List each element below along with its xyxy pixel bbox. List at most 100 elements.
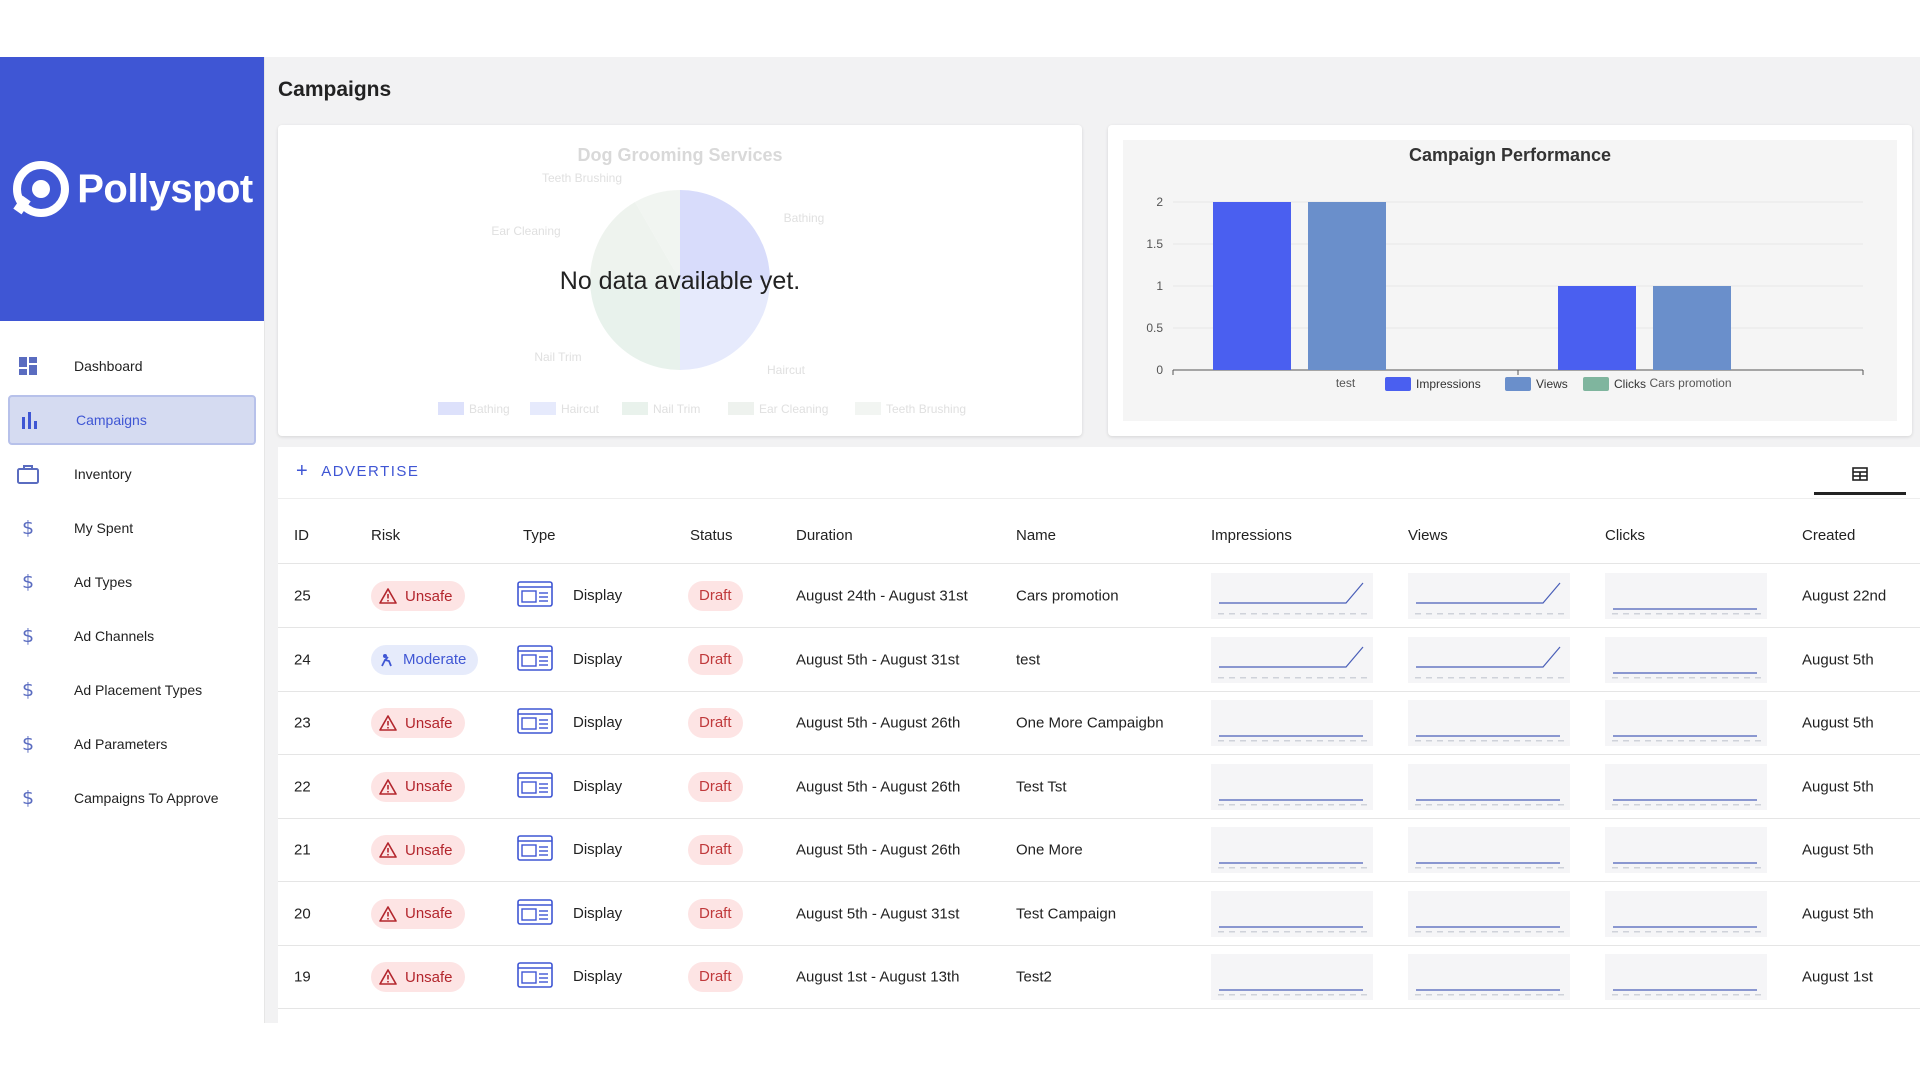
pie-legend-swatch: [530, 402, 556, 415]
dollar-icon: $: [16, 732, 40, 756]
sidebar-item-ad-channels[interactable]: $ Ad Channels: [8, 611, 256, 661]
cell-name[interactable]: One More: [1016, 841, 1083, 859]
cell-name[interactable]: Test Campaign: [1016, 905, 1117, 922]
bar-impressions[interactable]: [1558, 286, 1636, 370]
column-header-status[interactable]: Status: [690, 527, 733, 544]
svg-text:$: $: [22, 679, 34, 701]
display-ad-icon: [517, 898, 553, 929]
sidebar: Pollyspot Dashboard Campaigns Inventory $ My…: [0, 57, 265, 1023]
cell-duration: August 1st - August 13th: [796, 968, 960, 986]
risk-label: Unsafe: [405, 778, 453, 795]
warning-icon: [379, 778, 397, 795]
type-label: Display: [573, 777, 623, 795]
table-row[interactable]: 24 Moderate Display Draft August 5th - Augus…: [278, 628, 1920, 692]
legend-swatch-views[interactable]: [1505, 377, 1531, 391]
briefcase-icon: [16, 462, 40, 486]
bar-impressions[interactable]: [1213, 202, 1291, 370]
sidebar-item-label: Ad Parameters: [74, 736, 168, 752]
sidebar-item-inventory[interactable]: Inventory: [8, 449, 256, 499]
app-window: Pollyspot Dashboard Campaigns Inventory $ My…: [0, 57, 1920, 1023]
bar-views[interactable]: [1308, 202, 1386, 370]
cell-created: August 5th: [1802, 841, 1874, 859]
cell-name[interactable]: Test2: [1016, 968, 1052, 986]
column-header-impressions[interactable]: Impressions: [1211, 527, 1292, 544]
advertise-button[interactable]: + ADVERTISE: [296, 461, 419, 481]
table-view-toggle[interactable]: [1814, 455, 1906, 495]
cell-name[interactable]: One More Campaigbn: [1016, 714, 1164, 732]
sidebar-item-label: Dashboard: [74, 358, 143, 374]
cell-id: 25: [294, 587, 311, 605]
column-header-clicks[interactable]: Clicks: [1605, 527, 1645, 544]
risk-badge: Unsafe: [371, 581, 465, 611]
cell-type: Display: [517, 962, 622, 992]
table-row[interactable]: 21 Unsafe Display Draft August 5th - August …: [278, 819, 1920, 882]
cell-name[interactable]: Test Tst: [1016, 778, 1067, 795]
sidebar-item-ad-parameters[interactable]: $ Ad Parameters: [8, 719, 256, 769]
sparkline-impressions: [1211, 827, 1373, 873]
risk-label: Unsafe: [405, 905, 453, 922]
sparkline-clicks: [1605, 636, 1767, 683]
sparkline-views: [1408, 827, 1570, 873]
sidebar-item-ad-placement-types[interactable]: $ Ad Placement Types: [8, 665, 256, 715]
dollar-icon: $: [16, 516, 40, 540]
x-tick-label: test: [1336, 376, 1356, 390]
cell-id: 20: [294, 905, 311, 922]
column-header-id[interactable]: ID: [294, 527, 309, 544]
column-header-duration[interactable]: Duration: [796, 527, 853, 544]
logo[interactable]: Pollyspot: [11, 159, 253, 219]
cell-name[interactable]: test: [1016, 651, 1041, 668]
legend-swatch-impressions[interactable]: [1385, 377, 1411, 391]
svg-text:$: $: [22, 517, 34, 539]
cell-type: Display: [517, 771, 623, 802]
pie-slice: [635, 190, 680, 280]
sidebar-item-ad-types[interactable]: $ Ad Types: [8, 557, 256, 607]
column-header-name[interactable]: Name: [1016, 527, 1057, 544]
pie-legend-label: Bathing: [469, 402, 510, 416]
legend-swatch-clicks[interactable]: [1583, 377, 1609, 391]
cell-id: 24: [294, 651, 311, 668]
cell-risk: Unsafe: [371, 771, 465, 802]
cell-status: Draft: [688, 708, 743, 738]
campaigns-table: + ADVERTISE ID Risk Type Status Duration Name…: [278, 447, 1920, 1023]
warning-icon: [379, 588, 397, 604]
logo-panel: Pollyspot: [0, 57, 264, 321]
sparkline-views: [1408, 763, 1570, 810]
pie-legend-swatch: [438, 402, 464, 415]
risk-label: Unsafe: [405, 968, 453, 986]
sidebar-item-campaigns-to-approve[interactable]: $ Campaigns To Approve: [8, 773, 256, 823]
risk-label: Unsafe: [405, 841, 453, 859]
pie-label: Nail Trim: [534, 350, 581, 364]
pie-label: Teeth Brushing: [542, 171, 622, 185]
dollar-icon: $: [16, 786, 40, 810]
column-header-created[interactable]: Created: [1802, 527, 1856, 544]
table-row[interactable]: 22 Unsafe Display Draft August 5th - August …: [278, 755, 1920, 819]
pie-legend-label: Haircut: [561, 402, 600, 416]
sidebar-nav: Dashboard Campaigns Inventory $ My Spent $ Ad …: [0, 321, 264, 823]
display-ad-icon: [517, 835, 553, 865]
cell-created: August 5th: [1802, 905, 1874, 922]
bar-chart-title: Campaign Performance: [1408, 145, 1612, 165]
table-row[interactable]: 20 Unsafe Display Draft August 5th - August …: [278, 882, 1920, 946]
table-row[interactable]: 19 Unsafe Display Draft August 1st - August …: [278, 946, 1920, 1009]
column-header-views[interactable]: Views: [1408, 527, 1448, 544]
cell-name[interactable]: Cars promotion: [1016, 587, 1119, 605]
column-header-risk[interactable]: Risk: [371, 527, 401, 544]
table-row[interactable]: 23 Unsafe Display Draft August 5th - August …: [278, 692, 1920, 755]
sparkline-views: [1408, 954, 1570, 1000]
sparkline-impressions: [1211, 700, 1373, 746]
cell-duration: August 24th - August 31st: [796, 587, 968, 605]
sidebar-item-my-spent[interactable]: $ My Spent: [8, 503, 256, 553]
table-row[interactable]: 25 Unsafe Display Draft August 24th - August…: [278, 565, 1920, 628]
table-grid-icon: [1852, 466, 1868, 481]
warning-icon: [379, 715, 397, 731]
sidebar-item-campaigns[interactable]: Campaigns: [8, 395, 256, 445]
sidebar-item-label: Ad Placement Types: [74, 682, 203, 698]
y-tick-label: 1: [1156, 279, 1163, 293]
risk-label: Unsafe: [405, 587, 453, 605]
bar-chart-area: 0 0.5 1 1.5 2 test Cars promotion Impressions Vi…: [1123, 140, 1897, 421]
sparkline-clicks: [1605, 954, 1767, 1000]
column-header-type[interactable]: Type: [523, 527, 556, 544]
sidebar-item-dashboard[interactable]: Dashboard: [8, 341, 256, 391]
bar-views[interactable]: [1653, 286, 1731, 370]
sparkline-views: [1408, 890, 1570, 937]
